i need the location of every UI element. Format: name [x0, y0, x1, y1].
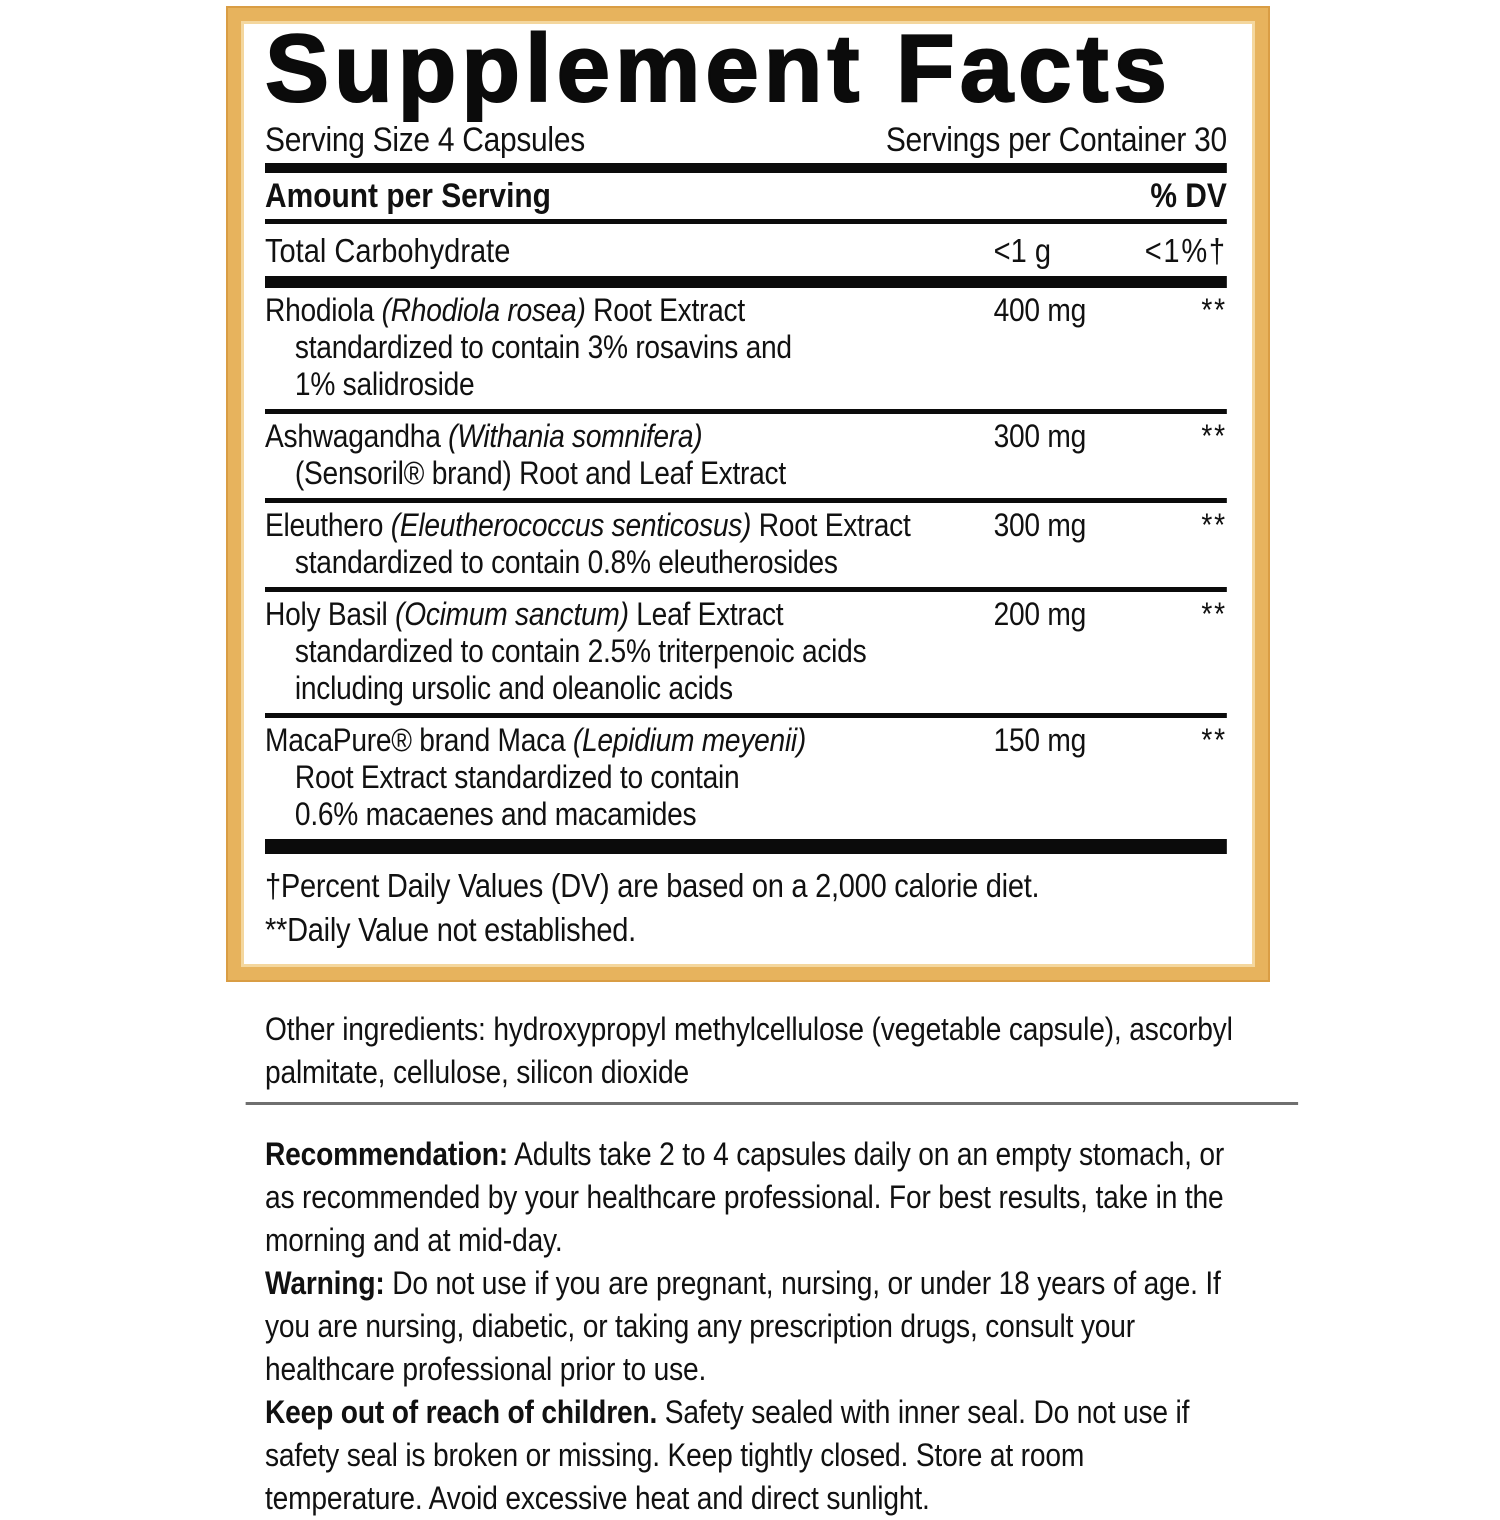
supplement-facts-label: Supplement Facts Serving Size 4 Capsules…	[228, 8, 1268, 980]
footnotes: †Percent Daily Values (DV) are based on …	[265, 854, 1227, 952]
ingredient-amount: 150 mg	[993, 722, 1087, 758]
ingredient-dv: **	[1201, 507, 1227, 543]
nutrient-name: Total Carbohydrate	[265, 232, 511, 269]
ingredient-dv: **	[1201, 596, 1227, 632]
thin-rule	[265, 587, 1227, 592]
thin-rule-header	[265, 219, 1227, 224]
thin-rule	[265, 409, 1227, 414]
thick-rule-top	[265, 163, 1227, 173]
latin-name: (Eleutherococcus senticosus)	[390, 507, 752, 543]
ingredient-subline: standardized to contain 2.5% triterpenoi…	[294, 633, 867, 669]
servings-per-container: Servings per Container 30	[885, 121, 1227, 159]
table-row-maca: MacaPure® brand Maca (Lepidium meyenii) …	[265, 718, 1227, 839]
serving-size: Serving Size 4 Capsules	[265, 121, 585, 159]
ingredient-amount: 300 mg	[993, 507, 1087, 543]
warning-text: Do not use if you are pregnant, nursing,…	[265, 1265, 1221, 1387]
table-row-rhodiola: Rhodiola (Rhodiola rosea) Root Extract s…	[265, 288, 1227, 409]
ingredient-dv: **	[1201, 418, 1227, 454]
ingredient-subline: Root Extract standardized to contain	[294, 759, 740, 795]
ingredient-amount: 300 mg	[993, 418, 1087, 454]
nutrient-dv: <1%†	[1144, 232, 1227, 269]
ingredient-subline: 0.6% macaenes and macamides	[294, 796, 697, 832]
recommendation-paragraph: Recommendation: Adults take 2 to 4 capsu…	[265, 1133, 1240, 1262]
thin-rule	[265, 713, 1227, 718]
table-header-row: Amount per Serving % DV	[265, 173, 1227, 219]
recommendation-text: Adults take 2 to 4 capsules daily on an …	[265, 1136, 1225, 1258]
recommendation-label: Recommendation:	[265, 1136, 509, 1172]
table-row-eleuthero: Eleuthero (Eleutherococcus senticosus) R…	[265, 503, 1227, 587]
ingredient-name: Eleuthero (Eleutherococcus senticosus) R…	[265, 507, 911, 543]
facts-title: Supplement Facts	[264, 15, 1172, 122]
thick-rule-carb	[265, 276, 1227, 288]
other-ingredients-text: Other ingredients: hydroxypropyl methylc…	[265, 1011, 1233, 1090]
warning-label: Warning:	[265, 1265, 385, 1301]
ingredient-subline: standardized to contain 0.8% eleutherosi…	[294, 544, 838, 580]
ingredient-subline: including ursolic and oleanolic acids	[294, 670, 733, 706]
latin-name: (Ocimum sanctum)	[395, 596, 629, 632]
children-paragraph: Keep out of reach of children. Safety se…	[265, 1391, 1240, 1520]
ingredient-amount: 400 mg	[993, 292, 1087, 328]
ingredient-name: MacaPure® brand Maca (Lepidium meyenii)	[265, 722, 807, 758]
ingredient-amount: 200 mg	[993, 596, 1087, 632]
amount-per-serving-header: Amount per Serving	[265, 177, 551, 215]
thin-rule	[265, 498, 1227, 503]
section-divider	[245, 1102, 1299, 1105]
children-label: Keep out of reach of children.	[265, 1394, 658, 1430]
percent-dv-header: % DV	[1150, 177, 1227, 215]
ingredient-name: Ashwagandha (Withania somnifera)	[265, 418, 703, 454]
table-row-ashwagandha: Ashwagandha (Withania somnifera) (Sensor…	[265, 414, 1227, 498]
table-row-holy-basil: Holy Basil (Ocimum sanctum) Leaf Extract…	[265, 592, 1227, 713]
thick-rule-bottom	[265, 839, 1227, 854]
ingredient-name: Rhodiola (Rhodiola rosea) Root Extract	[265, 292, 745, 328]
footnote-daily-value: †Percent Daily Values (DV) are based on …	[265, 867, 1040, 904]
latin-name: (Lepidium meyenii)	[572, 722, 807, 758]
label-lower-sections: Other ingredients: hydroxypropyl methylc…	[245, 1008, 1299, 1520]
latin-name: (Withania somnifera)	[448, 418, 703, 454]
ingredient-subline: (Sensoril® brand) Root and Leaf Extract	[294, 455, 786, 491]
ingredient-name: Holy Basil (Ocimum sanctum) Leaf Extract	[265, 596, 784, 632]
nutrient-amount: <1 g	[993, 232, 1051, 269]
table-row-carbohydrate: Total Carbohydrate <1 g <1%†	[265, 224, 1227, 276]
serving-row: Serving Size 4 Capsules Servings per Con…	[265, 117, 1227, 163]
warning-paragraph: Warning: Do not use if you are pregnant,…	[265, 1262, 1240, 1391]
footnote-not-established: **Daily Value not established.	[265, 911, 636, 948]
ingredient-subline: standardized to contain 3% rosavins and	[294, 329, 792, 365]
ingredient-dv: **	[1201, 722, 1227, 758]
ingredient-dv: **	[1201, 292, 1227, 328]
latin-name: (Rhodiola rosea)	[381, 292, 586, 328]
ingredient-subline: 1% salidroside	[294, 366, 475, 402]
